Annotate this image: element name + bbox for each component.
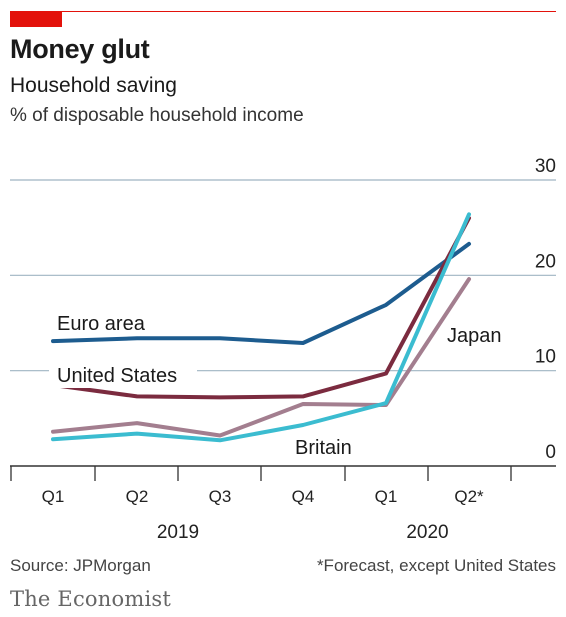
year-label: 2019	[157, 522, 199, 543]
x-tick-label: Q2*	[454, 487, 484, 506]
top-rule	[10, 11, 556, 12]
y-tick-labels: 0 10 20 30	[535, 156, 556, 463]
y-tick-label: 20	[535, 251, 556, 272]
series-line-united-states	[51, 216, 471, 400]
publisher-logo: The Economist	[10, 587, 171, 611]
x-tick-label: Q1	[42, 487, 65, 506]
series-label-euro-area: Euro area	[57, 313, 146, 335]
chart-units: % of disposable household income	[10, 105, 304, 126]
forecast-footnote: *Forecast, except United States	[316, 556, 556, 575]
label-backdrop	[49, 364, 197, 388]
chart-subtitle: Household saving	[10, 74, 177, 97]
x-tick-label: Q1	[375, 487, 398, 506]
source-note: Source: JPMorgan	[10, 556, 151, 575]
series-label-japan: Japan	[447, 325, 502, 347]
series-line-euro-area	[51, 241, 471, 345]
series-line-britain	[51, 212, 471, 443]
x-tick-label: Q3	[209, 487, 232, 506]
chart-title: Money glut	[10, 34, 150, 64]
brand-tag	[10, 11, 62, 27]
series-lines	[51, 212, 471, 443]
y-tick-label: 10	[535, 347, 556, 368]
y-tick-label: 30	[535, 156, 556, 177]
series-labels: Euro area United States Japan Britain	[49, 313, 502, 459]
year-label: 2020	[406, 522, 448, 543]
x-tick-label: Q4	[292, 487, 315, 506]
x-tick-label: Q2	[126, 487, 149, 506]
series-label-united-states: United States	[57, 365, 177, 387]
series-line-japan	[51, 277, 471, 438]
x-axis: Q1 Q2 Q3 Q4 Q1 Q2* 2019 2020	[10, 465, 556, 543]
series-label-britain: Britain	[295, 437, 352, 459]
y-tick-label: 0	[545, 442, 556, 463]
